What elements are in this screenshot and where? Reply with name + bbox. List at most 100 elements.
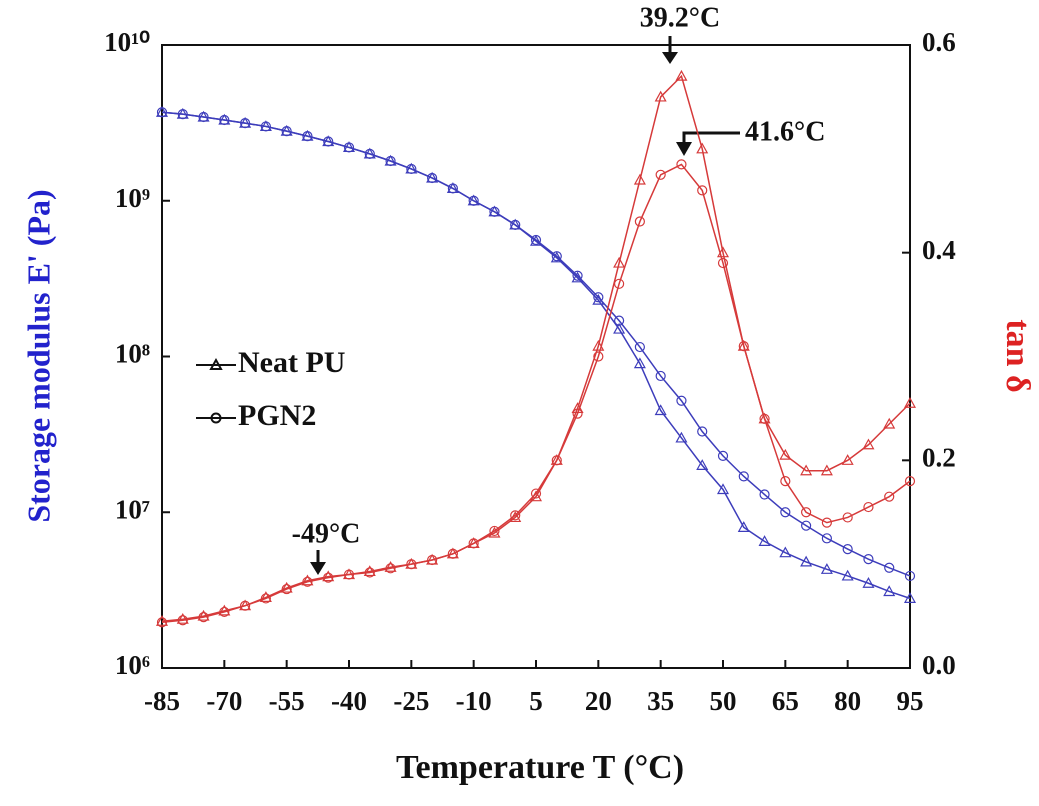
marker bbox=[447, 183, 458, 194]
marker bbox=[551, 251, 562, 262]
marker bbox=[862, 577, 875, 588]
marker bbox=[156, 617, 168, 628]
marker bbox=[821, 517, 832, 528]
marker bbox=[717, 450, 729, 462]
marker bbox=[633, 173, 646, 185]
y-tick-label: 10⁶ bbox=[115, 650, 150, 680]
y-tick-label: 10⁹ bbox=[115, 183, 150, 213]
x-tick-label: 20 bbox=[585, 686, 612, 716]
marker bbox=[676, 159, 687, 170]
marker bbox=[550, 251, 563, 263]
marker bbox=[155, 615, 169, 626]
marker bbox=[385, 563, 396, 574]
annotation: 41.6°C bbox=[745, 116, 825, 147]
marker bbox=[863, 501, 874, 513]
marker bbox=[738, 341, 749, 352]
marker bbox=[210, 412, 222, 424]
marker bbox=[406, 163, 417, 175]
y2-tick-label: 0.0 bbox=[922, 650, 956, 680]
x-tick-label: 5 bbox=[529, 686, 543, 716]
marker bbox=[884, 562, 895, 573]
x-axis-label: Temperature T (°C) bbox=[396, 749, 684, 786]
y-tick-label: 10¹⁰ bbox=[104, 27, 150, 57]
marker bbox=[468, 538, 479, 549]
marker bbox=[177, 615, 188, 626]
marker bbox=[363, 565, 376, 577]
marker bbox=[364, 567, 375, 578]
annotation: 39.2°C bbox=[640, 2, 720, 33]
marker bbox=[820, 464, 833, 476]
marker bbox=[260, 121, 271, 132]
x-tick-label: 80 bbox=[834, 686, 861, 716]
marker bbox=[634, 216, 645, 227]
marker bbox=[800, 464, 813, 476]
marker bbox=[529, 234, 543, 246]
legend-label: PGN2 bbox=[238, 399, 316, 432]
marker bbox=[863, 554, 874, 565]
marker bbox=[323, 572, 334, 583]
marker bbox=[530, 234, 542, 246]
marker bbox=[696, 142, 709, 154]
marker bbox=[551, 455, 562, 466]
marker bbox=[510, 219, 521, 230]
y-tick-label: 10⁷ bbox=[115, 494, 150, 524]
marker bbox=[240, 118, 251, 129]
series-line bbox=[161, 163, 911, 624]
y-axis-label: Storage modulus E' (Pa) bbox=[20, 189, 56, 522]
marker bbox=[697, 426, 708, 437]
x-tick-label: 65 bbox=[772, 686, 799, 716]
marker bbox=[903, 592, 917, 603]
marker bbox=[779, 546, 792, 558]
marker bbox=[780, 476, 791, 487]
marker bbox=[842, 543, 853, 555]
marker bbox=[468, 195, 479, 206]
x-tick-label: -40 bbox=[331, 686, 367, 716]
marker bbox=[675, 431, 688, 443]
marker bbox=[209, 357, 223, 370]
marker bbox=[343, 142, 355, 153]
marker bbox=[841, 454, 854, 465]
marker bbox=[260, 593, 271, 604]
marker bbox=[862, 438, 875, 450]
marker bbox=[883, 585, 896, 597]
marker bbox=[176, 612, 189, 624]
marker bbox=[759, 489, 770, 500]
marker bbox=[281, 126, 292, 137]
marker bbox=[697, 185, 708, 196]
marker bbox=[904, 570, 916, 582]
marker bbox=[613, 322, 626, 334]
marker bbox=[177, 109, 188, 120]
legend-label: Neat PU bbox=[238, 346, 345, 379]
marker bbox=[696, 459, 709, 470]
marker bbox=[883, 417, 896, 429]
marker bbox=[302, 131, 313, 142]
marker bbox=[634, 341, 645, 353]
marker bbox=[219, 606, 230, 618]
y2-tick-label: 0.2 bbox=[922, 443, 956, 473]
marker bbox=[385, 155, 396, 167]
series-line bbox=[161, 111, 911, 577]
y2-axis-label: tan δ bbox=[999, 319, 1036, 392]
marker bbox=[820, 563, 833, 574]
marker bbox=[904, 476, 916, 487]
x-tick-label: -10 bbox=[456, 686, 492, 716]
marker bbox=[841, 569, 854, 581]
marker bbox=[218, 604, 231, 616]
marker bbox=[884, 491, 895, 502]
marker bbox=[613, 256, 626, 268]
marker bbox=[156, 107, 168, 118]
x-tick-label: -70 bbox=[206, 686, 242, 716]
marker bbox=[779, 448, 792, 460]
marker bbox=[489, 206, 500, 217]
marker bbox=[302, 576, 313, 587]
y-tick-label: 10⁸ bbox=[115, 339, 150, 369]
marker bbox=[197, 609, 210, 621]
marker bbox=[737, 521, 750, 532]
marker bbox=[716, 483, 730, 495]
marker bbox=[758, 535, 771, 546]
marker bbox=[572, 270, 583, 281]
marker bbox=[406, 559, 417, 570]
marker bbox=[593, 351, 604, 362]
marker bbox=[343, 569, 355, 580]
